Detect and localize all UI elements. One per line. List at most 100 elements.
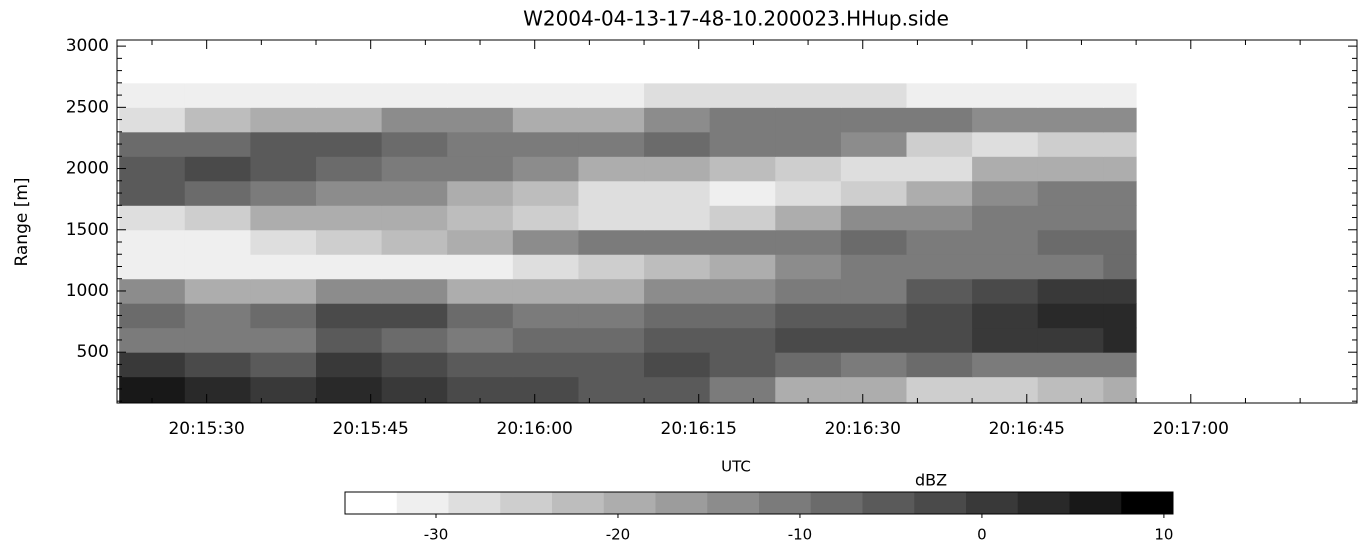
heatmap-cell: [184, 40, 251, 84]
heatmap-cell: [250, 352, 317, 378]
colorbar-tick-label: -20: [606, 526, 631, 544]
heatmap-cell: [644, 40, 711, 84]
heatmap-cell: [709, 82, 776, 108]
heatmap-cell: [184, 131, 251, 157]
heatmap-cell: [184, 82, 251, 108]
heatmap-cell: [381, 229, 448, 255]
heatmap-cell: [709, 131, 776, 157]
x-axis-label: UTC: [721, 458, 751, 476]
heatmap-cell: [316, 352, 383, 378]
heatmap-cell: [775, 205, 842, 231]
heatmap-cell: [840, 229, 907, 255]
heatmap-cell: [906, 254, 973, 280]
colorbar-swatch: [914, 492, 967, 514]
heatmap-cell: [644, 327, 711, 353]
heatmap-cell: [906, 156, 973, 182]
colorbar-swatch: [966, 492, 1019, 514]
heatmap-cell: [1037, 254, 1104, 280]
heatmap-cell: [578, 156, 645, 182]
heatmap-cell: [775, 82, 842, 108]
heatmap-cell: [447, 156, 514, 182]
heatmap-cell: [1037, 327, 1104, 353]
heatmap-cell: [447, 352, 514, 378]
heatmap-cell: [644, 254, 711, 280]
heatmap-cell: [381, 205, 448, 231]
heatmap-cell: [775, 156, 842, 182]
heatmap-cell: [119, 40, 186, 84]
heatmap-cell: [972, 376, 1039, 404]
heatmap-cell: [250, 376, 317, 404]
y-tick-label: 1500: [66, 220, 109, 240]
heatmap-cell: [840, 180, 907, 206]
heatmap-cell: [447, 278, 514, 304]
heatmap-cell: [578, 107, 645, 133]
heatmap-cell: [1037, 131, 1104, 157]
heatmap-cell: [250, 254, 317, 280]
heatmap-cell: [119, 229, 186, 255]
heatmap-cell: [512, 156, 579, 182]
y-tick-label: 1000: [66, 281, 109, 301]
heatmap-cell: [512, 40, 579, 84]
heatmap-cell: [119, 107, 186, 133]
heatmap-cell: [644, 205, 711, 231]
heatmap-cell: [184, 352, 251, 378]
heatmap-cell: [1103, 352, 1137, 378]
heatmap-cell: [447, 40, 514, 84]
heatmap-cell: [972, 107, 1039, 133]
heatmap-cell: [447, 205, 514, 231]
heatmap-cell: [250, 156, 317, 182]
heatmap-cell: [906, 131, 973, 157]
heatmap-cell: [316, 156, 383, 182]
heatmap-cell: [1037, 205, 1104, 231]
heatmap-cell: [381, 254, 448, 280]
heatmap-cell: [709, 156, 776, 182]
heatmap-cell: [709, 376, 776, 404]
heatmap-cell: [840, 82, 907, 108]
heatmap-cell: [250, 278, 317, 304]
heatmap-cell: [1037, 82, 1104, 108]
heatmap-cell: [250, 131, 317, 157]
y-tick-label: 2000: [66, 159, 109, 179]
heatmap-cell: [512, 205, 579, 231]
heatmap-cell: [250, 180, 317, 206]
heatmap-cell: [972, 229, 1039, 255]
heatmap-cell: [1103, 40, 1137, 84]
heatmap-cell: [1037, 107, 1104, 133]
heatmap-cell: [316, 82, 383, 108]
heatmap-cell: [1103, 254, 1137, 280]
heatmap-cell: [775, 278, 842, 304]
plot-frame: [116, 39, 1358, 404]
heatmap-cell: [1037, 303, 1104, 329]
colorbar-swatch: [500, 492, 553, 514]
y-tick-label: 2500: [66, 97, 109, 117]
heatmap-cell: [972, 156, 1039, 182]
heatmap-cell: [119, 131, 186, 157]
heatmap-cell: [709, 40, 776, 84]
heatmap-cell: [184, 254, 251, 280]
heatmap-cell: [840, 40, 907, 84]
heatmap-cell: [840, 376, 907, 404]
colorbar-swatch: [810, 492, 863, 514]
heatmap-cell: [1103, 131, 1137, 157]
heatmap-cell: [906, 327, 973, 353]
heatmap-cell: [709, 107, 776, 133]
heatmap-cell: [250, 327, 317, 353]
x-tick-label: 20:16:45: [989, 419, 1065, 439]
heatmap-cell: [316, 205, 383, 231]
heatmap-cell: [381, 107, 448, 133]
heatmap-cell: [250, 82, 317, 108]
heatmap-cell: [1103, 229, 1137, 255]
heatmap-cell: [709, 229, 776, 255]
heatmap-cell: [578, 40, 645, 84]
heatmap-cell: [775, 131, 842, 157]
heatmap-cell: [840, 156, 907, 182]
heatmap-cell: [119, 254, 186, 280]
heatmap-cell: [578, 303, 645, 329]
heatmap-cell: [1103, 278, 1137, 304]
heatmap-cell: [644, 131, 711, 157]
heatmap-cell: [906, 107, 973, 133]
x-tick-label: 20:17:00: [1153, 419, 1229, 439]
heatmap-cell: [906, 352, 973, 378]
heatmap-cell: [250, 107, 317, 133]
